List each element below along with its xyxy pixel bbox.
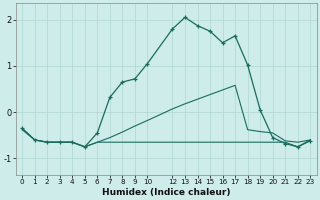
X-axis label: Humidex (Indice chaleur): Humidex (Indice chaleur)	[102, 188, 230, 197]
